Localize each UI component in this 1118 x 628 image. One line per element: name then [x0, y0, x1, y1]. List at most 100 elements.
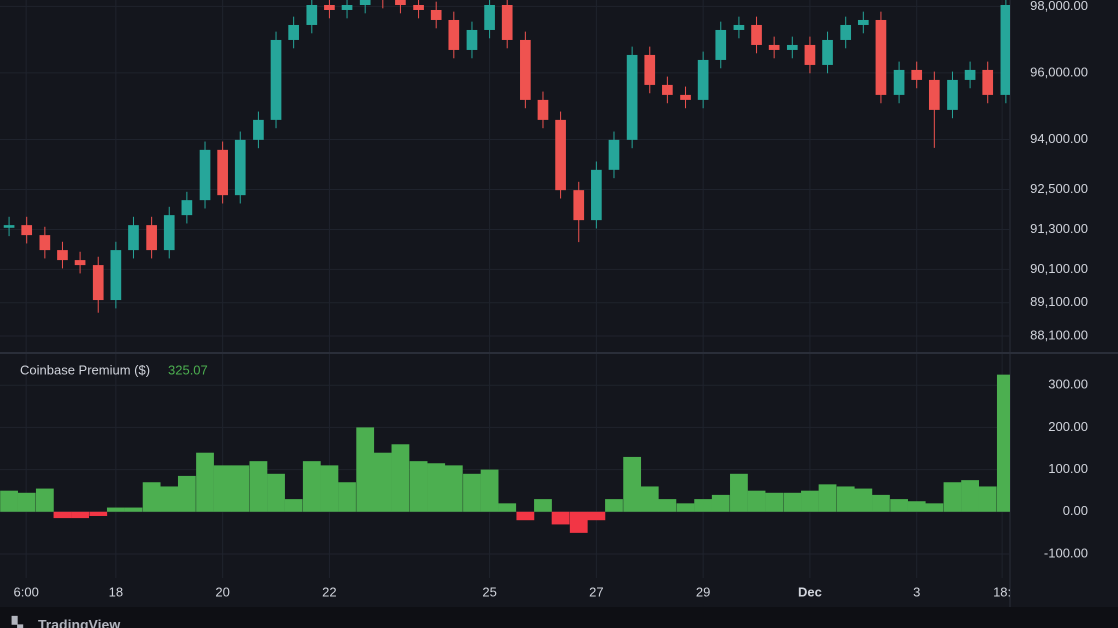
candle-body — [982, 69, 994, 95]
histogram-bar — [142, 482, 161, 512]
y-tick-label: 89,100.00 — [1030, 294, 1088, 309]
y-tick-label: 0.00 — [1063, 503, 1088, 518]
histogram-bar — [444, 465, 463, 512]
histogram-bar — [551, 511, 570, 525]
candle-body — [591, 169, 602, 221]
histogram-bar — [996, 374, 1010, 512]
candle-body — [857, 19, 869, 25]
histogram-bar — [498, 503, 517, 512]
y-tick-label: 96,000.00 — [1030, 64, 1088, 79]
candle-body — [3, 225, 15, 228]
y-tick-label: 94,000.00 — [1030, 131, 1088, 146]
histogram-bar — [480, 469, 499, 512]
histogram-bar — [124, 507, 143, 512]
candle-body — [1000, 4, 1010, 95]
histogram-bar — [320, 465, 339, 512]
candle-body — [751, 24, 762, 45]
candle-body — [110, 250, 122, 301]
histogram — [0, 374, 1010, 533]
histogram-bar — [801, 490, 819, 512]
histogram-bar — [818, 484, 837, 512]
candle-body — [484, 4, 495, 30]
candle-body — [733, 24, 745, 30]
histogram-bar — [587, 511, 606, 521]
candle-body — [520, 39, 531, 100]
candle-body — [74, 260, 86, 266]
candle-body — [234, 139, 246, 196]
histogram-bar — [516, 511, 535, 521]
tv-logo: ▚ — [11, 616, 24, 628]
y-tick-label: 91,300.00 — [1030, 221, 1088, 236]
candle-body — [253, 119, 264, 140]
histogram-bar — [231, 465, 250, 512]
axes: 6:00 18 20 22 25 27 29 Dec 3 18: 88,100.00 89,100.0… — [14, 0, 1088, 599]
x-tick-label: Dec — [798, 584, 822, 599]
candle-body — [466, 29, 478, 50]
histogram-bar — [961, 480, 979, 512]
histogram-bar — [409, 461, 428, 512]
histogram-bar — [213, 465, 232, 512]
candle-body — [430, 9, 442, 20]
x-tick-label: 27 — [589, 584, 603, 599]
histogram-bar — [71, 511, 89, 519]
histogram-bar — [605, 499, 623, 512]
candle-body — [324, 4, 335, 10]
histogram-bar — [676, 503, 695, 512]
histogram-bar — [427, 463, 446, 512]
y-tick-label: 90,100.00 — [1030, 261, 1088, 276]
histogram-bar — [17, 492, 36, 512]
candle-body — [359, 0, 371, 5]
pane-title: Coinbase Premium ($) — [20, 362, 150, 377]
histogram-bar — [53, 511, 72, 519]
x-tick-label: 20 — [215, 584, 229, 599]
candle-body — [555, 119, 566, 191]
candle-body — [947, 79, 958, 110]
candle-body — [199, 149, 211, 201]
histogram-bar — [249, 461, 268, 512]
histogram-bar — [0, 490, 18, 512]
histogram-bar — [943, 482, 962, 512]
candle-body — [413, 4, 424, 10]
candle-body — [306, 4, 318, 25]
candles — [3, 0, 1010, 313]
y-tick-label: 88,100.00 — [1030, 327, 1088, 342]
histogram-bar — [907, 501, 926, 512]
candle-body — [644, 54, 656, 85]
histogram-bar — [890, 499, 908, 512]
candle-body — [341, 4, 353, 10]
histogram-bar — [623, 456, 642, 512]
candle-body — [57, 250, 68, 261]
histogram-bar — [267, 473, 285, 512]
footer-bar — [0, 607, 1118, 628]
candle-body — [964, 69, 976, 80]
candle-body — [128, 225, 139, 251]
histogram-bar — [302, 461, 321, 512]
candle-body — [697, 59, 709, 100]
histogram-bar — [978, 486, 997, 512]
y-tick-label: -100.00 — [1044, 545, 1088, 560]
histogram-bar — [534, 499, 552, 512]
histogram-bar — [284, 499, 303, 512]
candle-body — [911, 69, 923, 80]
histogram-bar — [373, 452, 392, 512]
candle-body — [822, 39, 833, 65]
candle-body — [804, 44, 816, 65]
x-tick-label: 3 — [913, 584, 920, 599]
candle-body — [92, 265, 104, 301]
histogram-bar — [35, 488, 54, 512]
histogram-bar — [89, 511, 108, 516]
candle-body — [270, 39, 282, 120]
candle-body — [875, 19, 887, 95]
histogram-bar — [854, 488, 873, 512]
y-tick-label: 92,500.00 — [1030, 181, 1088, 196]
x-tick-label: 22 — [322, 584, 336, 599]
candle-body — [715, 29, 727, 60]
histogram-bar — [783, 492, 802, 512]
branding: TradingView — [38, 617, 120, 628]
histogram-bar — [391, 444, 410, 512]
histogram-bar — [872, 494, 890, 512]
x-tick-label: 18 — [109, 584, 123, 599]
y-tick-label: 300.00 — [1048, 377, 1088, 392]
histogram-bar — [658, 499, 677, 512]
